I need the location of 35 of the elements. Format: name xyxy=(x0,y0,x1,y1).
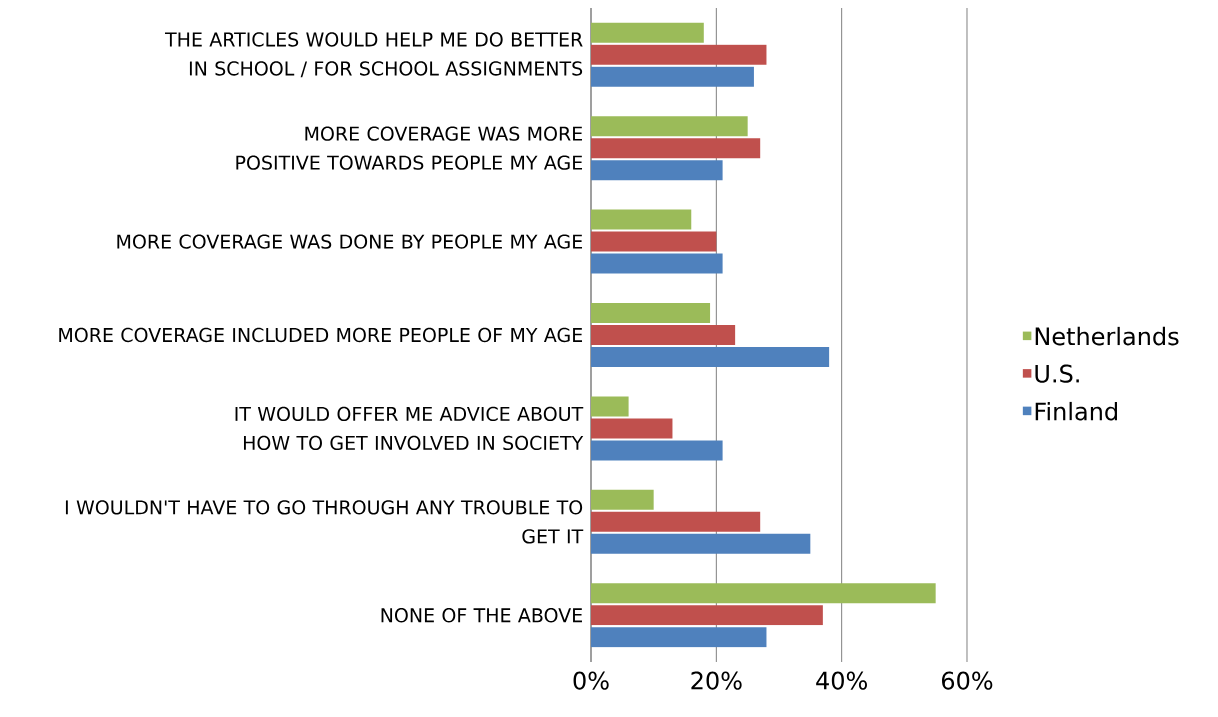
bar xyxy=(591,627,767,648)
y-tick-label: MORE COVERAGE INCLUDED MORE PEOPLE OF MY AGE xyxy=(59,327,583,343)
bar xyxy=(591,511,761,532)
bar xyxy=(591,253,723,274)
bar xyxy=(591,605,823,626)
bar xyxy=(591,583,936,604)
bar xyxy=(591,347,830,367)
y-tick-label: MORE COVERAGE WAS DONE BY PEOPLE MY AGE xyxy=(117,234,583,249)
x-tick-label: 40% xyxy=(816,671,867,690)
bar xyxy=(591,489,654,510)
x-tick-label: 0% xyxy=(573,671,609,690)
bar xyxy=(591,325,736,345)
bar xyxy=(591,533,811,554)
x-tick-label: 60% xyxy=(942,671,993,690)
bar xyxy=(591,138,761,159)
legend-label: U.S. xyxy=(1035,364,1079,383)
bar xyxy=(591,160,723,181)
legend-label: Finland xyxy=(1035,401,1117,421)
y-tick-label: MORE COVERAGE WAS MORE POSITIVE TOWARDS PEOPLE MY AGE xyxy=(236,126,583,170)
bar xyxy=(591,440,723,461)
bar xyxy=(591,231,717,252)
bar xyxy=(591,418,673,439)
bar xyxy=(591,303,711,323)
y-tick-label: NONE OF THE ABOVE xyxy=(381,608,582,623)
bar xyxy=(591,396,629,417)
y-tick-label: THE ARTICLES WOULD HELP ME DO BETTER IN SCHOOL / FOR SCHOOL ASSIGNMENTS xyxy=(164,32,583,78)
bar xyxy=(591,66,754,87)
legend-label: Netherlands xyxy=(1035,326,1179,346)
bar xyxy=(591,44,767,65)
y-tick-label: I WOULDN'T HAVE TO GO THROUGH ANY TROUBLE TO GET IT xyxy=(65,500,584,544)
bar xyxy=(591,116,748,137)
y-tick-label: IT WOULD OFFER ME ADVICE ABOUT HOW TO GET INVOLVED IN SOCIETY xyxy=(235,406,584,451)
bar xyxy=(591,209,692,230)
bar xyxy=(591,22,704,43)
x-tick-label: 20% xyxy=(691,671,742,690)
